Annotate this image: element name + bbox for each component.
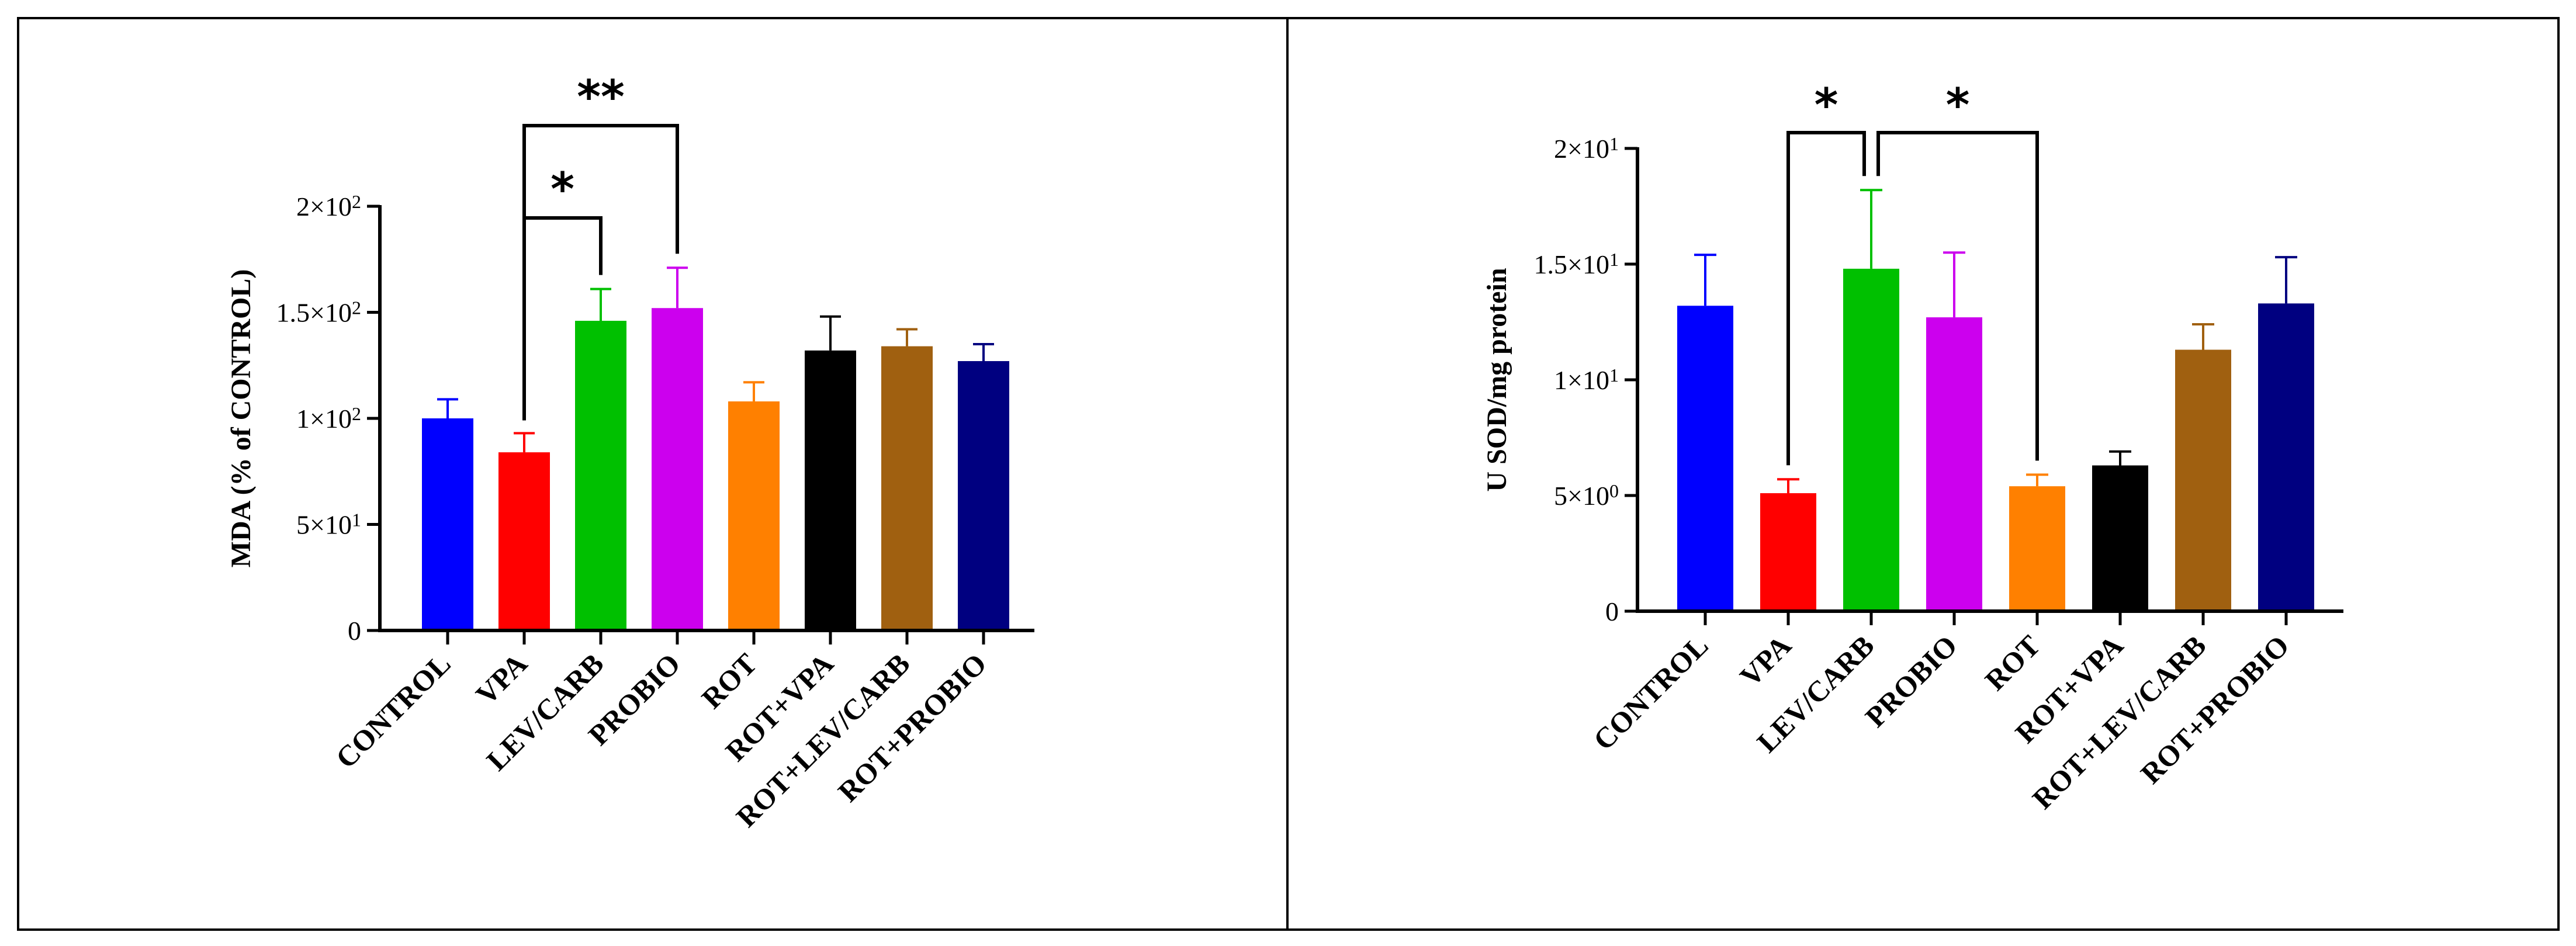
bar-rot-probio: [2258, 303, 2314, 611]
x-tick-label: ROT+PROBIO: [2134, 629, 2295, 790]
bar-probio: [1926, 317, 1982, 611]
bar-rot-vpa: [2092, 465, 2148, 611]
significance-bracket: [1876, 131, 2039, 461]
bar-rot-lev-carb: [2175, 349, 2231, 611]
y-axis-title: U SOD/mg protein: [1481, 268, 1512, 491]
x-tick-label: ROT: [695, 647, 763, 715]
y-tick-label: 0: [1605, 597, 1619, 626]
significance-label: **: [577, 71, 625, 124]
bar-rot-lev-carb: [881, 346, 933, 630]
panel-right-frame: [1286, 17, 2560, 931]
significance-label: *: [1946, 79, 1970, 132]
bar-vpa: [1760, 493, 1816, 611]
y-tick-label: 1×101: [1554, 365, 1619, 395]
bar-rot: [2009, 486, 2065, 611]
x-tick-label: ROT: [1979, 629, 2047, 696]
y-axis-title: MDA (% of CONTROL): [226, 269, 257, 568]
x-tick-label: PROBIO: [1859, 629, 1964, 733]
y-tick-label: 5×101: [296, 510, 361, 540]
significance-label: *: [550, 164, 574, 216]
bar-control: [422, 418, 473, 630]
x-tick-label: VPA: [1733, 629, 1798, 693]
y-tick-label: 2×102: [296, 191, 361, 221]
y-tick-label: 1.5×101: [1534, 249, 1619, 279]
y-tick-label: 2×101: [1554, 133, 1619, 164]
y-tick-label: 1×102: [296, 403, 361, 434]
bar-rot: [728, 401, 780, 630]
significance-bracket: [522, 124, 679, 421]
bar-lev-carb: [1843, 268, 1899, 611]
y-tick-label: 0: [348, 616, 361, 646]
y-tick-label: 5×100: [1554, 480, 1619, 511]
x-tick-label: VPA: [469, 647, 534, 711]
bar-control: [1677, 306, 1733, 611]
bar-lev-carb: [575, 321, 626, 630]
bar-probio: [652, 308, 703, 630]
bar-rot-probio: [958, 361, 1009, 630]
x-tick-label: CONTROL: [329, 647, 456, 774]
significance-bracket: [1786, 131, 1866, 466]
bar-vpa: [498, 452, 550, 630]
y-tick-label: 1.5×102: [276, 297, 361, 328]
significance-label: *: [1815, 79, 1838, 132]
bar-rot-vpa: [805, 350, 856, 630]
x-tick-label: CONTROL: [1587, 629, 1714, 756]
